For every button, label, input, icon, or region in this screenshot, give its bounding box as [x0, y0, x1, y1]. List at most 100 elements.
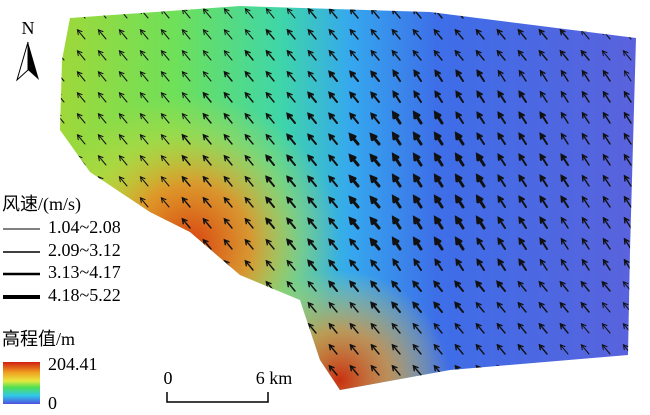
wind-arrow — [560, 237, 569, 250]
wind-arrow — [181, 50, 191, 61]
wind-arrow — [265, 28, 275, 40]
wind-arrow — [244, 323, 254, 334]
wind-arrow — [496, 49, 506, 61]
wind-arrow — [181, 133, 191, 145]
wind-arrow — [307, 133, 317, 145]
wind-arrow — [118, 92, 128, 103]
wind-arrow — [622, 50, 632, 61]
wind-arrow — [370, 91, 380, 103]
wind-arrow — [223, 196, 233, 208]
wind-arrow — [560, 153, 569, 166]
wind-arrow — [622, 8, 632, 19]
wind-arrow — [454, 49, 464, 61]
wind-arrow — [369, 132, 381, 146]
wind-arrow — [601, 280, 611, 292]
wind-arrow — [307, 280, 317, 292]
wind-arrow — [517, 49, 527, 61]
wind-arrow — [265, 259, 275, 271]
wind-arrow — [454, 152, 465, 167]
wind-arrow — [139, 134, 149, 145]
wind-arrow — [265, 133, 275, 145]
wind-arrow — [244, 259, 254, 271]
wind-arrow — [412, 110, 423, 125]
wind-arrow — [538, 301, 548, 313]
wind-arrow — [223, 133, 233, 145]
wind-arrow — [202, 238, 212, 250]
wind-arrow — [307, 154, 317, 166]
wind-arrow — [139, 323, 149, 334]
wind-arrow — [76, 8, 86, 19]
wind-arrow — [433, 131, 444, 146]
wind-arrow — [497, 90, 506, 103]
wind-arrow — [560, 258, 569, 271]
wind-arrow — [349, 112, 359, 124]
wind-arrow — [601, 50, 611, 61]
wind-arrow — [518, 195, 527, 208]
wind-arrow — [601, 302, 611, 313]
elevation-legend-title: 高程值/m — [2, 329, 75, 349]
wind-arrow — [434, 69, 443, 82]
wind-arrow — [475, 28, 485, 40]
wind-legend: 风速/(m/s) 1.04~2.08 2.09~3.12 3.13~4.17 4… — [2, 194, 121, 305]
wind-arrow — [539, 237, 548, 250]
wind-arrow — [286, 70, 296, 82]
wind-arrow — [181, 92, 191, 103]
wind-arrow — [181, 154, 191, 166]
wind-arrow — [497, 153, 506, 166]
wind-arrow — [139, 71, 149, 82]
wind-arrow — [602, 132, 611, 145]
wind-arrow — [475, 301, 485, 313]
wind-arrow — [370, 70, 380, 82]
wind-arrow — [518, 153, 527, 166]
wind-arrow — [602, 153, 611, 166]
wind-arrow — [160, 113, 170, 124]
wind-arrow — [538, 365, 548, 376]
wind-arrow — [370, 343, 380, 355]
wind-arrow — [539, 69, 548, 82]
wind-arrow — [118, 71, 128, 82]
wind-arrow — [97, 155, 107, 166]
wind-arrow — [76, 344, 86, 355]
wind-arrow — [244, 154, 254, 166]
wind-arrow — [265, 238, 275, 250]
wind-arrow — [391, 131, 402, 146]
wind-arrow — [560, 216, 569, 229]
wind-arrow — [118, 176, 128, 187]
wind-arrow — [497, 69, 506, 82]
wind-arrow — [328, 112, 338, 124]
wind-arrow — [517, 7, 527, 19]
wind-arrow — [559, 344, 569, 355]
wind-arrow — [181, 365, 191, 376]
wind-arrow — [118, 323, 128, 334]
wind-arrow — [160, 29, 170, 40]
wind-arrow — [412, 152, 423, 167]
wind-arrow — [328, 364, 338, 376]
legend-label: 2.09~3.12 — [48, 240, 121, 260]
wind-arrow — [118, 29, 128, 40]
wind-arrow — [181, 239, 191, 250]
wind-arrow — [518, 111, 527, 124]
wind-arrow — [118, 113, 128, 124]
elevation-max: 204.41 — [48, 354, 98, 374]
wind-arrow — [202, 91, 212, 103]
wind-arrow — [60, 29, 65, 40]
wind-arrow — [307, 7, 317, 19]
wind-arrow — [412, 322, 422, 334]
wind-arrow — [223, 70, 233, 82]
wind-arrow — [97, 134, 107, 145]
wind-arrow — [202, 344, 212, 355]
wind-arrow — [538, 322, 548, 334]
wind-arrow — [265, 217, 275, 229]
wind-arrow — [286, 91, 296, 103]
wind-arrow — [538, 280, 548, 292]
wind-arrow — [581, 237, 590, 250]
wind-arrow — [349, 301, 359, 313]
wind-arrow — [265, 91, 275, 103]
wind-arrow — [475, 343, 485, 355]
wind-arrow — [160, 92, 170, 103]
wind-arrow — [223, 302, 233, 313]
wind-arrow — [223, 217, 233, 229]
elevation-min: 0 — [48, 393, 57, 413]
wind-arrow — [539, 216, 548, 229]
wind-arrow — [286, 175, 296, 187]
